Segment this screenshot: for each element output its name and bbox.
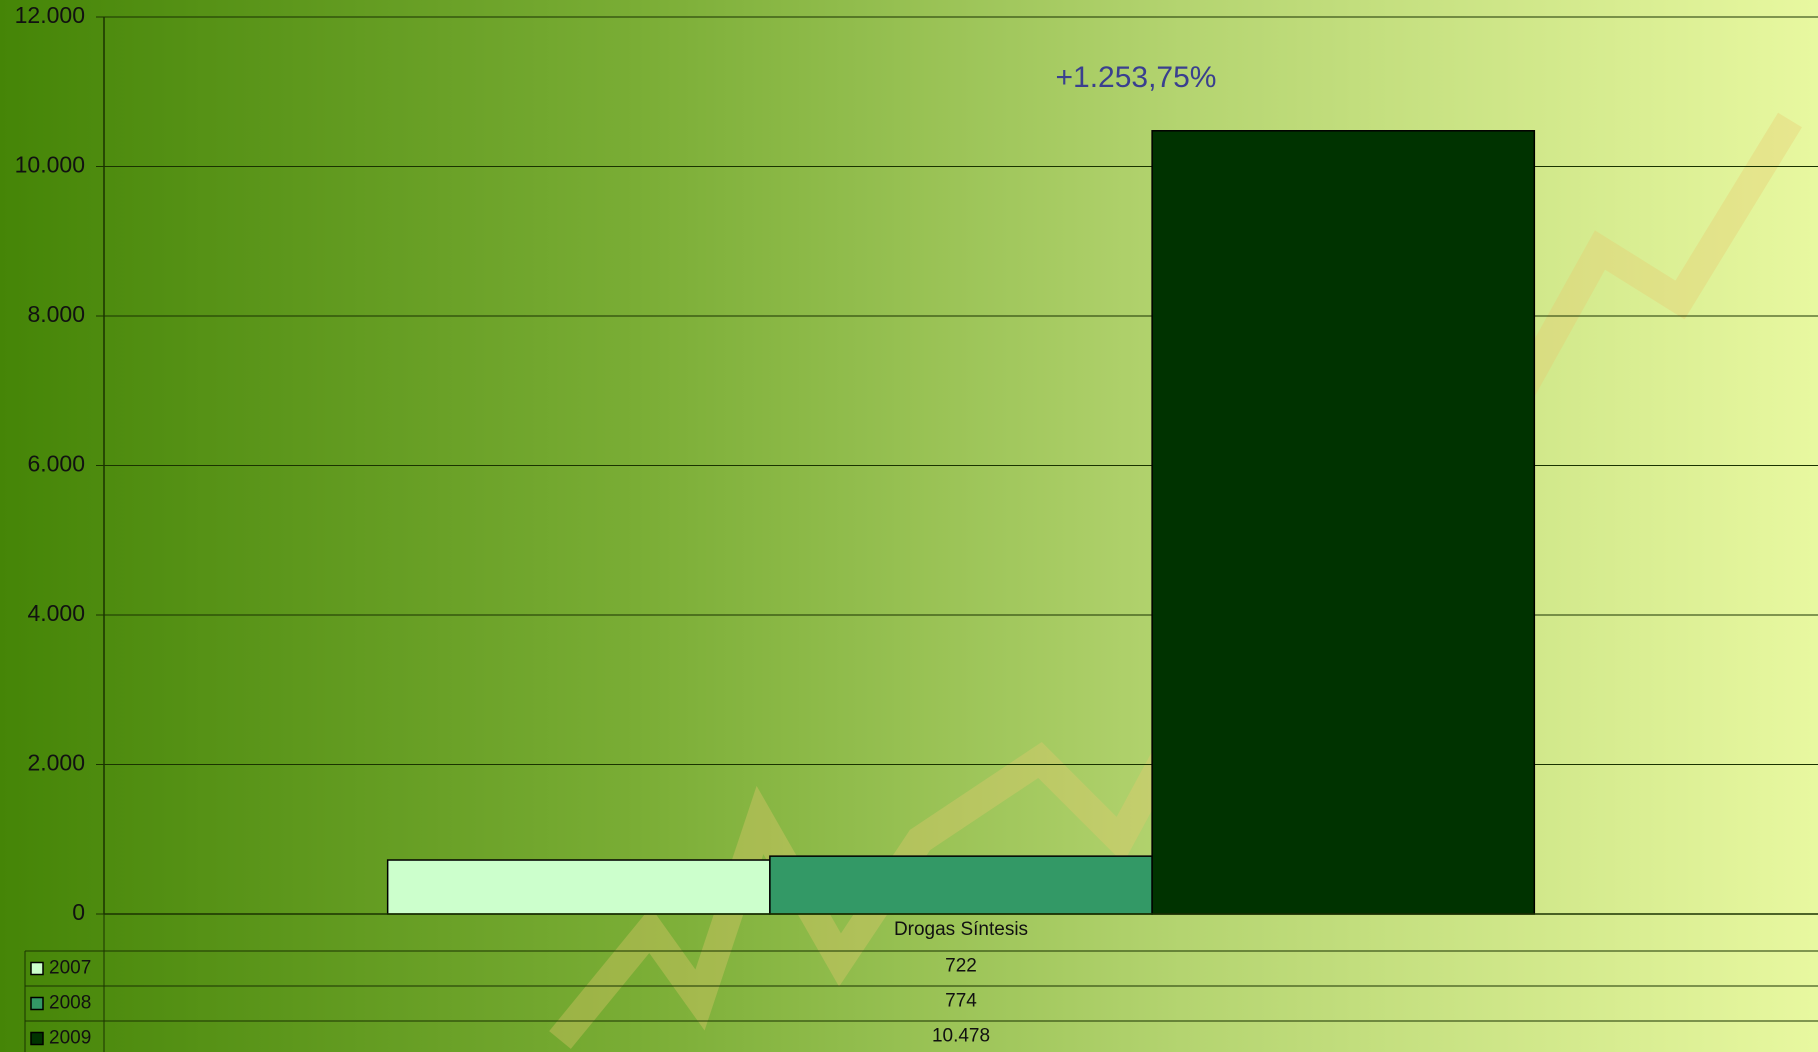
legend-swatch: [30, 996, 44, 1011]
y-tick-label: 6.000: [27, 451, 85, 477]
y-tick-label: 4.000: [27, 600, 85, 626]
y-tick-label: 2.000: [27, 750, 85, 776]
y-tick-label: 12.000: [15, 2, 85, 28]
y-tick-label: 0: [72, 899, 85, 925]
y-tick-label: 8.000: [27, 301, 85, 327]
legend-label: 2007: [49, 958, 91, 979]
y-tick-label: 10.000: [15, 152, 85, 178]
bar: [769, 855, 1153, 915]
legend-swatch: [30, 1031, 44, 1046]
annotation: +1.253,75%: [1056, 61, 1217, 94]
bar: [386, 859, 771, 915]
legend-label: 2008: [49, 993, 91, 1014]
table-value: 10.478: [932, 1026, 990, 1047]
table-value: 722: [945, 956, 977, 977]
legend-label: 2009: [49, 1028, 91, 1049]
table-value: 774: [945, 991, 977, 1012]
x-tick-label: Drogas Síntesis: [894, 919, 1028, 940]
legend-swatch: [30, 961, 44, 976]
bar: [1151, 130, 1536, 915]
decorative-arrow: [549, 112, 1802, 1049]
